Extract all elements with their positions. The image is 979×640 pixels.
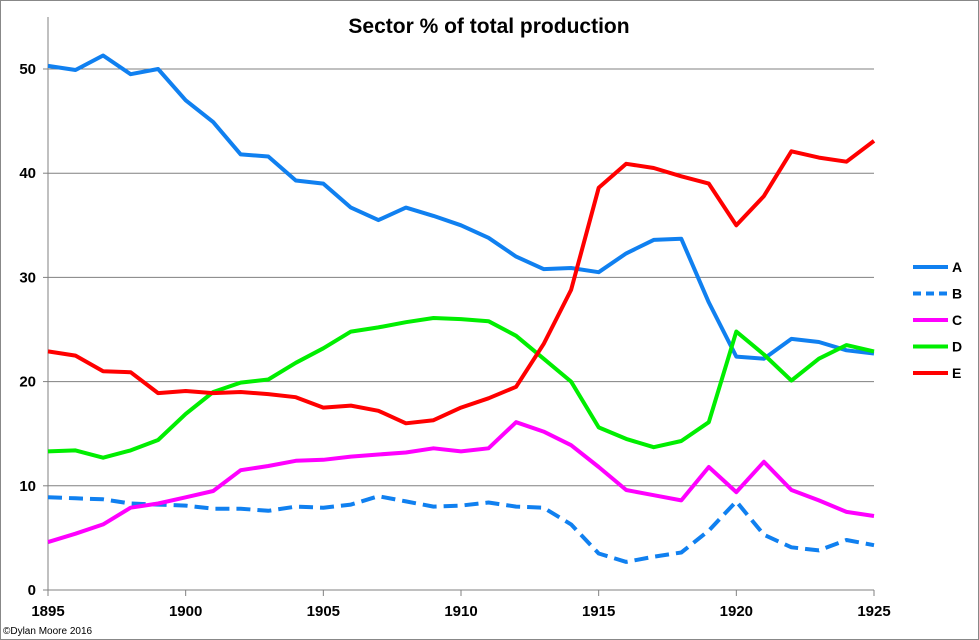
legend-label-B: B (952, 286, 962, 302)
x-tick-label: 1920 (720, 603, 753, 620)
legend-label-A: A (952, 259, 962, 275)
x-tick-label: 1905 (307, 603, 340, 620)
credit-text: ©Dylan Moore 2016 (3, 626, 93, 637)
y-tick-label: 10 (19, 478, 36, 495)
legend-label-D: D (952, 339, 962, 355)
gridlines (48, 68, 874, 487)
x-tick-label: 1925 (857, 603, 890, 620)
x-tick-label: 1915 (582, 603, 615, 620)
series-line-C (47, 420, 875, 545)
series-line-E (47, 139, 876, 426)
y-tick-label: 20 (19, 374, 36, 391)
y-tick-label: 0 (28, 582, 36, 599)
legend-label-C: C (952, 312, 962, 328)
legend-label-E: E (952, 365, 961, 381)
x-tick-label: 1895 (31, 603, 64, 620)
x-tick-label: 1900 (169, 603, 202, 620)
y-tick-label: 40 (19, 165, 36, 182)
chart-title: Sector % of total production (348, 15, 629, 38)
y-tick-label: 30 (19, 269, 36, 286)
series-line-A (47, 53, 875, 361)
axes: 0 10 20 30 40 50 1895 1900 1905 1910 1915 1920 1925 (19, 17, 891, 620)
series-line-D (47, 316, 875, 460)
y-tick-label: 50 (19, 61, 36, 78)
x-tick-label: 1910 (444, 603, 477, 620)
series-line-B (47, 494, 875, 564)
series-lines (47, 53, 876, 564)
